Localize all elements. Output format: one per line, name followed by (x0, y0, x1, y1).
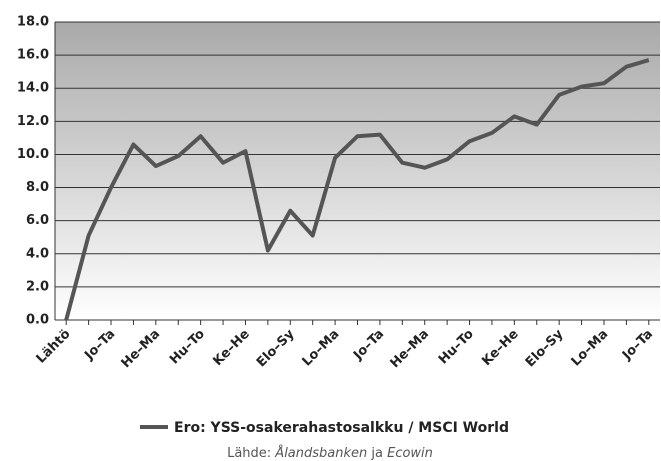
x-tick-label: Jo–Ta (619, 327, 656, 364)
source-middle: ja (367, 446, 387, 461)
y-tick-label: 14.0 (17, 81, 49, 96)
x-tick-label: Ke–He (210, 327, 252, 369)
x-tick-label: Jo–Ta (350, 327, 387, 364)
x-tick-label: Lo–Ma (569, 327, 612, 370)
legend-label: Ero: YSS-osakerahastosalkku / MSCI World (174, 420, 509, 436)
y-tick-label: 12.0 (17, 114, 49, 129)
y-tick-label: 2.0 (26, 279, 49, 294)
source-second: Ecowin (387, 446, 433, 461)
data-line (64, 58, 650, 321)
source-first: Ålandsbanken (274, 445, 367, 461)
x-tick-label: Ke–He (479, 327, 521, 369)
x-tick-label: He–Ma (388, 327, 432, 371)
y-tick-label: 10.0 (17, 147, 49, 162)
y-tick-label: 8.0 (26, 180, 49, 195)
x-tick-label: He–Ma (119, 327, 163, 371)
x-tick-label: Lo–Ma (300, 327, 343, 370)
y-tick-label: 4.0 (26, 246, 49, 261)
source-prefix: Lähde: (227, 446, 275, 461)
plot-background (55, 22, 660, 320)
x-tick-label: Elo–Sy (254, 326, 298, 370)
x-tick-label: Hu–To (167, 327, 208, 368)
x-tick-label: Jo–Ta (81, 327, 118, 364)
y-tick-label: 16.0 (17, 48, 49, 63)
source: Lähde: Ålandsbanken ja Ecowin (227, 445, 433, 461)
x-tick-label: Hu–To (436, 327, 477, 368)
x-tick-label: Elo–Sy (523, 326, 567, 370)
y-tick-label: 0.0 (26, 313, 49, 328)
y-tick-label: 6.0 (26, 213, 49, 228)
y-tick-label: 18.0 (17, 15, 49, 30)
x-tick-label: Lähtö (34, 327, 74, 367)
